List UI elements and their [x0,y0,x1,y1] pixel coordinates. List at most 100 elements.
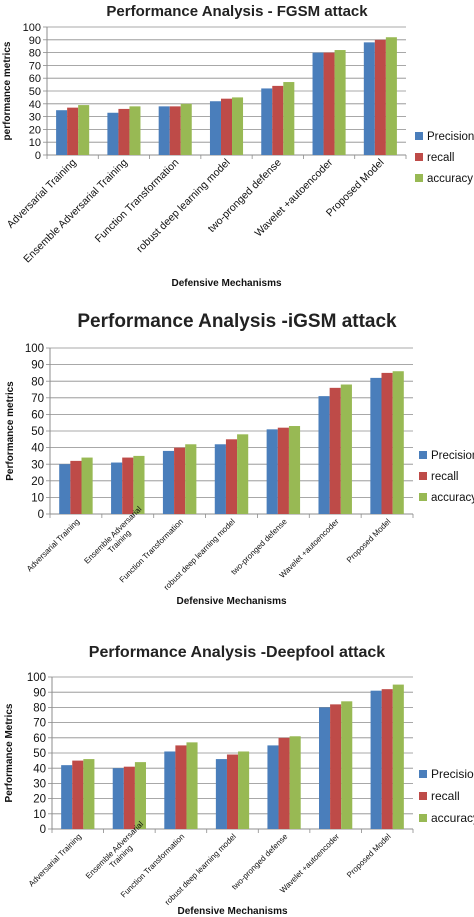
bar-accuracy-two-pronged-defense [288,426,301,514]
y-tick-label: 90 [33,687,46,699]
bar-accuracy-ensemble-adversarial-training [129,106,141,155]
y-tick-label: 40 [33,763,46,775]
y-axis-label: performance metrics [2,41,13,140]
y-tick-label: 40 [31,443,44,455]
y-axis-label: Performance metrics [5,381,16,481]
y-tick-label: 80 [33,703,46,715]
bar-precision-function-transformation [158,106,170,155]
bar-precision-robust-deep-learning-model [215,759,227,829]
bar-precision-function-transformation [164,751,176,829]
legend-label-recall: recall [431,789,460,803]
y-tick-label: 50 [29,86,41,98]
bar-recall-function-transformation [169,106,181,155]
y-tick-label: 30 [29,112,41,124]
legend-label-precision: Precision [431,450,474,462]
x-category-label: Ensemble Adversarial Training [21,157,130,266]
x-category-label-line: Adversarial Training [27,832,83,888]
legend-label-precision: Precision [431,767,474,781]
x-axis-label: Defensive Mechanisms [177,906,287,917]
x-category-label-line: Wavelet +autoencoder [278,832,341,895]
deepfool-chart: Performance Analysis -Deepfool attack 0 10… [4,644,474,917]
y-tick-label: 70 [29,60,41,72]
y-tick-label: 30 [31,459,44,471]
bar-precision-wavelet-autoencoder [319,707,331,829]
x-category-label-line: two-pronged defense [230,832,290,892]
x-category-label-line: Function Transformation [93,157,182,246]
y-tick-label: 80 [29,48,41,60]
legend-label-accuracy: accuracy [431,811,474,825]
bar-recall-ensemble-adversarial-training [122,457,134,514]
y-tick-label: 20 [31,476,44,488]
bar-recall-ensemble-adversarial-training [118,108,130,155]
x-category-label: Adversarial Training [25,517,81,573]
bar-recall-function-transformation [175,745,187,829]
y-tick-label: 10 [33,809,46,821]
bar-recall-robust-deep-learning-model [226,754,239,829]
bar-accuracy-two-pronged-defense [289,736,301,829]
bar-accuracy-ensemble-adversarial-training [133,455,145,514]
y-tick-label: 60 [33,733,46,745]
x-category-label: Adversarial Training [27,832,83,888]
y-tick-label: 90 [29,35,41,47]
bar-accuracy-proposed-model [392,684,404,829]
bar-precision-function-transformation [162,450,175,514]
legend-swatch-recall [415,153,423,161]
bar-recall-ensemble-adversarial-training [123,766,135,829]
chart-title: Performance Analysis -Deepfool attack [89,644,386,661]
legend-swatch-precision [419,770,427,778]
x-category-label: Function Transformation [93,157,182,246]
bar-accuracy-adversarial-training [78,105,90,155]
bar-precision-proposed-model [370,690,382,829]
bar-precision-robust-deep-learning-model [214,444,226,514]
x-category-label: two-pronged defense [229,517,289,577]
y-tick-label: 30 [33,779,46,791]
chart-title: Performance Analysis -iGSM attack [77,311,397,332]
x-category-label: two-pronged defense [230,832,290,892]
y-tick-label: 0 [35,150,41,162]
bar-precision-robust-deep-learning-model [209,101,221,155]
bar-recall-wavelet-autoencoder [330,704,342,829]
bar-recall-proposed-model [381,372,393,514]
bar-recall-robust-deep-learning-model [220,98,233,155]
y-tick-label: 100 [25,343,44,355]
bar-accuracy-adversarial-training [81,457,93,514]
bar-recall-proposed-model [381,689,393,829]
legend-swatch-accuracy [419,493,427,501]
bar-recall-function-transformation [174,447,186,514]
bar-accuracy-function-transformation [185,444,197,514]
bar-recall-robust-deep-learning-model [225,439,238,514]
bar-precision-two-pronged-defense [266,429,278,514]
bar-recall-wavelet-autoencoder [323,52,335,155]
bar-precision-wavelet-autoencoder [312,52,324,155]
y-tick-label: 70 [33,718,46,730]
y-tick-label: 0 [40,824,46,836]
bar-recall-two-pronged-defense [278,737,290,829]
bar-precision-two-pronged-defense [261,88,273,155]
legend-swatch-accuracy [419,814,427,822]
bar-accuracy-robust-deep-learning-model [238,751,250,829]
legend-label-recall: recall [431,471,458,483]
bar-precision-adversarial-training [61,765,73,829]
x-category-label-line: robust deep learning model [134,157,232,255]
y-tick-label: 10 [29,137,41,149]
y-tick-label: 20 [29,124,41,136]
bar-accuracy-ensemble-adversarial-training [134,762,146,829]
chart-title: Performance Analysis - FGSM attack [106,3,368,20]
y-tick-label: 40 [29,99,41,111]
y-tick-label: 100 [27,672,46,684]
y-tick-label: 50 [33,748,46,760]
bar-accuracy-robust-deep-learning-model [237,434,249,514]
bar-precision-adversarial-training [59,464,71,514]
bar-precision-ensemble-adversarial-training [112,768,124,829]
legend-swatch-precision [415,132,423,140]
bar-accuracy-proposed-model [385,37,397,155]
legend-swatch-recall [419,792,427,800]
bar-accuracy-wavelet-autoencoder [341,701,353,829]
legend-swatch-accuracy [415,174,423,182]
legend-label-accuracy: accuracy [427,173,473,185]
x-category-label-line: two-pronged defense [229,517,289,577]
bar-precision-ensemble-adversarial-training [111,462,123,514]
x-category-label-line: Adversarial Training [25,517,81,573]
x-axis-label: Defensive Mechanisms [176,596,286,607]
x-category-label: Proposed Model [345,517,393,565]
